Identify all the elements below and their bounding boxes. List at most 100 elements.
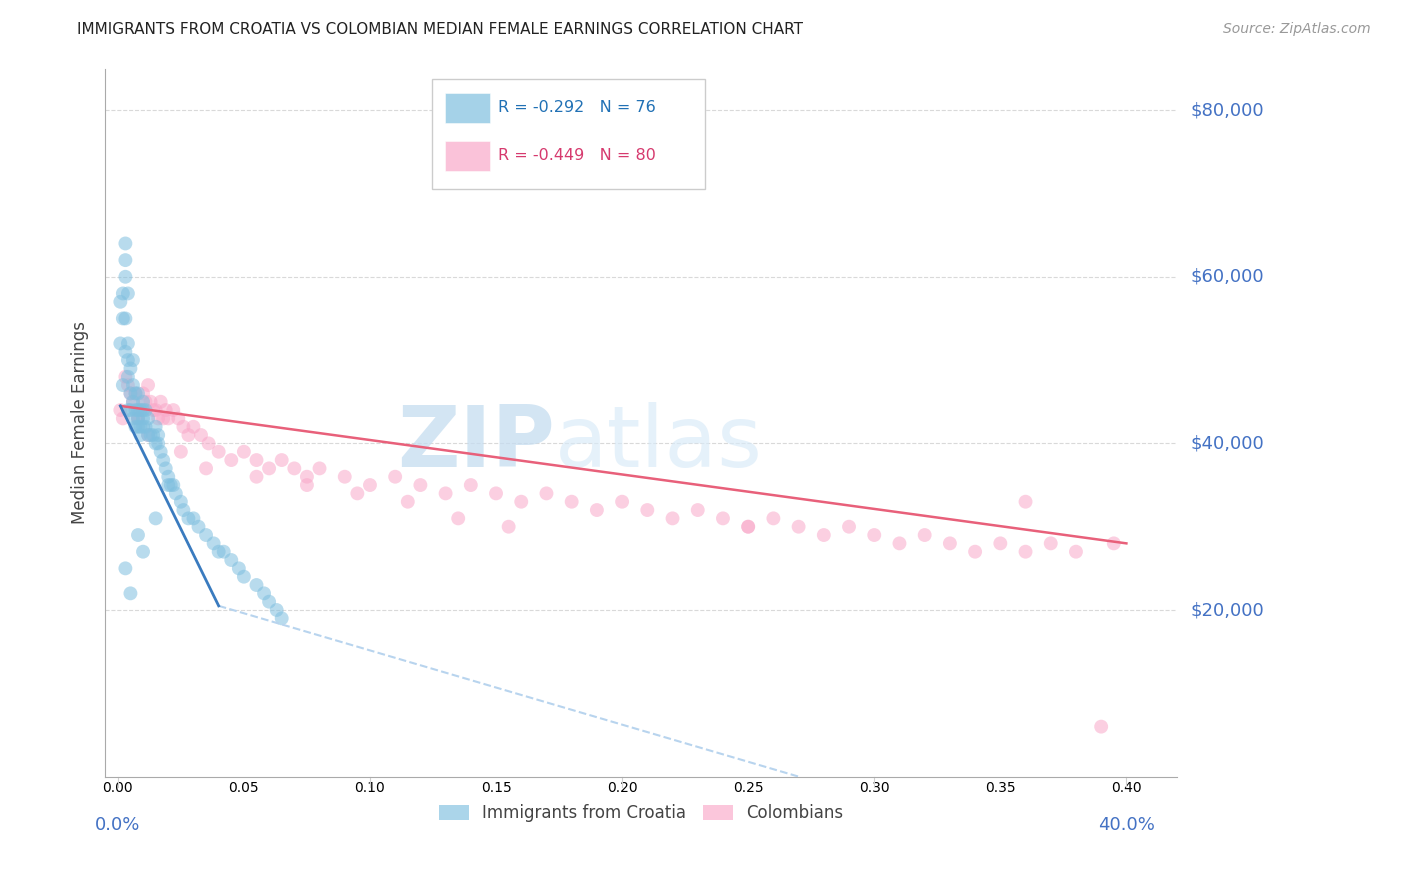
Point: [142, 428, 165, 442]
Point: [245, 453, 267, 467]
Point: [114, 369, 136, 384]
Point: [183, 419, 205, 434]
Point: [136, 428, 159, 442]
Point: [1102, 536, 1125, 550]
Point: [127, 411, 149, 425]
Point: [212, 544, 235, 558]
Point: [308, 461, 330, 475]
Point: [117, 369, 139, 384]
Point: [145, 511, 167, 525]
Point: [162, 403, 184, 417]
Point: [177, 428, 200, 442]
Point: [120, 361, 142, 376]
Point: [266, 603, 288, 617]
Point: [129, 403, 152, 417]
Point: [145, 403, 167, 417]
Point: [129, 403, 152, 417]
Point: [787, 519, 810, 533]
Point: [114, 269, 136, 284]
Point: [152, 411, 174, 425]
Point: [988, 536, 1011, 550]
Point: [1014, 544, 1036, 558]
Point: [270, 611, 292, 625]
Point: [586, 503, 609, 517]
Legend: Immigrants from Croatia, Colombians: Immigrants from Croatia, Colombians: [432, 797, 849, 829]
Point: [295, 469, 318, 483]
Point: [737, 519, 759, 533]
Point: [384, 469, 406, 483]
Point: [245, 578, 267, 592]
Point: [172, 503, 194, 517]
Point: [172, 419, 194, 434]
Point: [135, 394, 157, 409]
Point: [914, 528, 936, 542]
Point: [114, 236, 136, 251]
Point: [127, 419, 149, 434]
Point: [127, 411, 149, 425]
Point: [536, 486, 558, 500]
Point: [129, 428, 152, 442]
Point: [111, 311, 134, 326]
Point: [122, 378, 145, 392]
Point: [155, 461, 177, 475]
Point: [127, 403, 149, 417]
Point: [111, 286, 134, 301]
Point: [219, 553, 242, 567]
Text: $20,000: $20,000: [1191, 601, 1264, 619]
Point: [142, 403, 165, 417]
Point: [737, 519, 759, 533]
Point: [132, 386, 155, 401]
Point: [127, 386, 149, 401]
Point: [110, 336, 132, 351]
Point: [132, 544, 155, 558]
Point: [219, 453, 242, 467]
Point: [149, 444, 172, 458]
Point: [139, 394, 162, 409]
Point: [253, 586, 276, 600]
Point: [157, 469, 180, 483]
Text: $40,000: $40,000: [1191, 434, 1264, 452]
Point: [124, 403, 146, 417]
Point: [122, 353, 145, 368]
Point: [170, 494, 193, 508]
Point: [157, 478, 180, 492]
Point: [295, 478, 318, 492]
Point: [114, 253, 136, 268]
Point: [333, 469, 356, 483]
Point: [149, 394, 172, 409]
Point: [409, 478, 432, 492]
Text: IMMIGRANTS FROM CROATIA VS COLOMBIAN MEDIAN FEMALE EARNINGS CORRELATION CHART: IMMIGRANTS FROM CROATIA VS COLOMBIAN MED…: [77, 22, 803, 37]
Point: [762, 511, 785, 525]
Point: [187, 519, 209, 533]
Point: [152, 453, 174, 467]
Point: [1064, 544, 1087, 558]
Text: 40.0%: 40.0%: [1098, 815, 1154, 833]
Text: $80,000: $80,000: [1191, 101, 1264, 120]
Point: [510, 494, 533, 508]
Point: [132, 419, 155, 434]
Point: [155, 403, 177, 417]
Point: [132, 394, 155, 409]
Point: [136, 428, 159, 442]
Point: [346, 486, 368, 500]
Point: [110, 294, 132, 309]
Point: [117, 286, 139, 301]
Point: [110, 403, 132, 417]
Point: [610, 494, 633, 508]
Text: ZIP: ZIP: [398, 402, 555, 485]
Point: [498, 519, 520, 533]
Point: [183, 511, 205, 525]
Point: [177, 511, 200, 525]
Point: [114, 561, 136, 575]
Point: [434, 486, 457, 500]
Point: [146, 411, 169, 425]
Point: [485, 486, 508, 500]
Point: [122, 411, 145, 425]
Point: [561, 494, 583, 508]
Point: [159, 478, 181, 492]
Point: [120, 403, 142, 417]
Point: [117, 353, 139, 368]
Y-axis label: Median Female Earnings: Median Female Earnings: [72, 321, 89, 524]
Text: R = -0.292   N = 76: R = -0.292 N = 76: [499, 100, 657, 115]
Point: [939, 536, 962, 550]
